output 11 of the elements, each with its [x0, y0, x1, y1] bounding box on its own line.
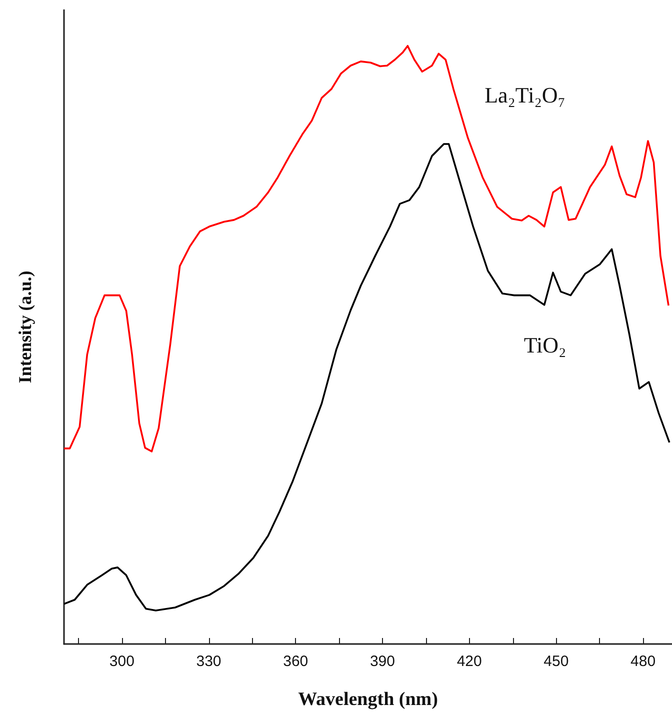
series-label: TiO₂	[524, 332, 566, 358]
x-tick-label: 360	[283, 653, 308, 670]
x-tick-label: 480	[630, 653, 656, 670]
x-tick-label: 330	[196, 653, 222, 670]
x-axis-title: Wavelength (nm)	[298, 689, 438, 710]
x-tick-label: 420	[456, 653, 482, 670]
x-tick-label: 300	[109, 653, 134, 670]
x-tick-label: 390	[370, 653, 395, 670]
series-label: La₂Ti₂O₇	[484, 82, 566, 108]
x-tick-label: 450	[544, 653, 569, 670]
y-axis-title: Intensity (a.u.)	[15, 270, 35, 384]
